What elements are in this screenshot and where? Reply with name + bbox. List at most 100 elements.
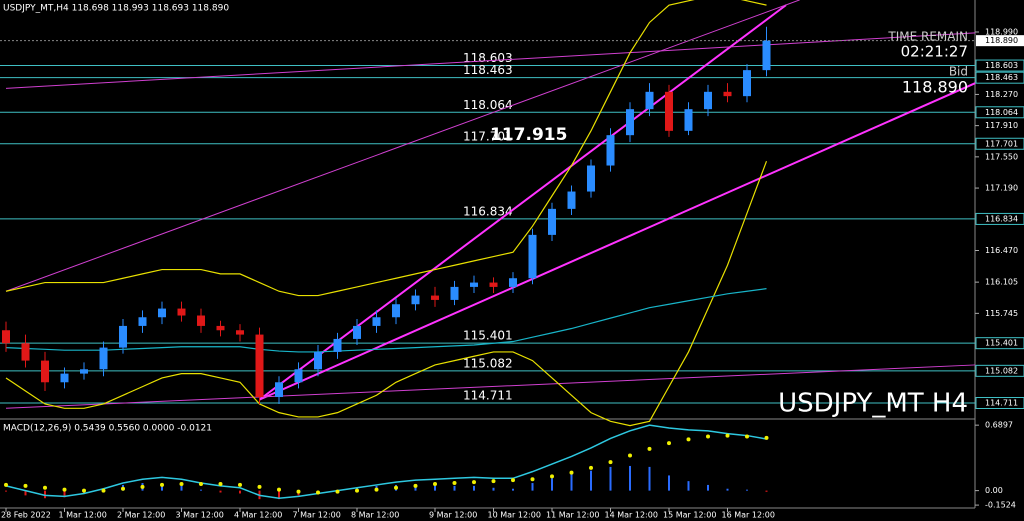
macd-histogram-bar (648, 466, 651, 491)
level-axis-box (975, 337, 1024, 350)
macd-signal-dot (608, 460, 613, 465)
macd-signal-dot (589, 465, 593, 470)
bid-value: 118.890 (902, 78, 968, 97)
candle-body (704, 91, 712, 110)
x-tick-label: 2 Mar 12:00 (117, 511, 165, 520)
level-label: 118.463 (463, 63, 513, 77)
macd-signal-dot (62, 487, 67, 492)
chart-header: USDJPY_MT,H4 118.698 118.993 118.693 118… (3, 4, 229, 14)
macd-histogram-bar (512, 488, 514, 491)
macd-histogram-bar (278, 490, 280, 500)
x-tick-label: 4 Mar 12:00 (234, 511, 282, 520)
candle-body (80, 369, 88, 374)
macd-signal-dot (530, 477, 535, 482)
macd-signal-dot (491, 479, 496, 484)
candle-body (314, 351, 322, 370)
candle-body (489, 282, 498, 287)
candle-body (743, 70, 751, 97)
overlay-line (5, 160, 768, 427)
macd-signal-dot (764, 435, 769, 440)
macd-y-tick-label: 0.6897 (985, 421, 1013, 430)
candle-body (255, 334, 264, 398)
macd-signal-dot (316, 490, 320, 495)
x-tick-label: 28 Feb 2022 (1, 511, 51, 520)
price-annotation: 117.915 (490, 125, 567, 145)
candle-body (177, 308, 186, 316)
macd-signal-dot (218, 481, 223, 486)
candle-body (353, 325, 361, 339)
y-tick-label: 118.270 (985, 90, 1018, 99)
candle-body (119, 325, 127, 348)
macd-histogram-bar (629, 465, 631, 491)
macd-signal-dot (43, 485, 47, 490)
macd-signal-dot (667, 441, 671, 446)
bid-label: Bid (949, 65, 968, 79)
macd-signal-dot (628, 453, 632, 458)
candle-body (372, 317, 381, 326)
candle-body (450, 286, 459, 300)
candle-body (99, 347, 108, 370)
candle-body (411, 295, 420, 305)
chart-title: USDJPY_MT H4 (778, 389, 968, 419)
macd-histogram-bar (180, 485, 183, 491)
bid-axis-box (976, 35, 1024, 47)
level-label: 117.701 (463, 129, 513, 143)
trendline (5, 0, 800, 292)
macd-signal-dot (257, 484, 262, 489)
macd-signal-dot (277, 487, 281, 492)
level-axis-box (975, 397, 1024, 410)
macd-histogram-bar (531, 483, 534, 491)
overlay-line (5, 0, 767, 297)
macd-signal-dot (647, 446, 652, 451)
macd-histogram-bar (609, 466, 612, 491)
macd-signal-dot (238, 482, 242, 487)
trendline (258, 4, 787, 401)
macd-histogram-bar (5, 490, 7, 492)
level-axis-label: 116.834 (985, 214, 1018, 223)
macd-histogram-bar (453, 485, 456, 491)
macd-histogram-bar (434, 485, 436, 491)
level-label: 115.401 (463, 329, 513, 343)
x-tick-label: 16 Mar 12:00 (722, 511, 775, 520)
macd-signal-dot (101, 488, 106, 493)
macd-histogram-bar (707, 484, 709, 491)
candle-body (470, 282, 478, 287)
candle-body (509, 278, 517, 287)
candle-body (21, 343, 30, 361)
level-axis-box (975, 106, 1024, 119)
macd-histogram-bar (726, 488, 729, 491)
macd-histogram-bar (63, 490, 66, 498)
trendline (259, 82, 976, 401)
candle-body (41, 360, 49, 383)
macd-histogram-bar (24, 490, 27, 496)
macd-signal-dot (179, 481, 184, 486)
macd-signal-dot (160, 482, 164, 487)
overlay-line (5, 288, 767, 353)
x-tick-label: 14 Mar 12:00 (605, 511, 658, 520)
macd-histogram-bar (200, 489, 202, 491)
candle-body (138, 317, 147, 326)
macd-signal-dot (355, 488, 359, 493)
macd-histogram-bar (746, 489, 748, 491)
candle-body (60, 373, 69, 383)
y-tick-label: 117.190 (985, 184, 1018, 193)
macd-signal-dot (82, 488, 86, 493)
macd-signal-dot (413, 483, 418, 488)
macd-histogram-bar (590, 470, 592, 491)
candle-body (294, 369, 303, 383)
y-tick-label: 115.745 (985, 309, 1018, 318)
candle-body (158, 308, 166, 318)
candle-body (431, 295, 439, 300)
x-tick-label: 15 Mar 12:00 (663, 511, 716, 520)
level-label: 114.711 (463, 389, 513, 403)
bid-axis-label: 118.890 (985, 36, 1018, 45)
macd-signal-dot (452, 481, 457, 486)
candle-body (587, 165, 595, 192)
y-tick-label: 117.910 (985, 121, 1018, 130)
macd-signal-dot (725, 433, 730, 438)
candle-body (567, 191, 576, 209)
macd-histogram-bar (551, 478, 553, 491)
